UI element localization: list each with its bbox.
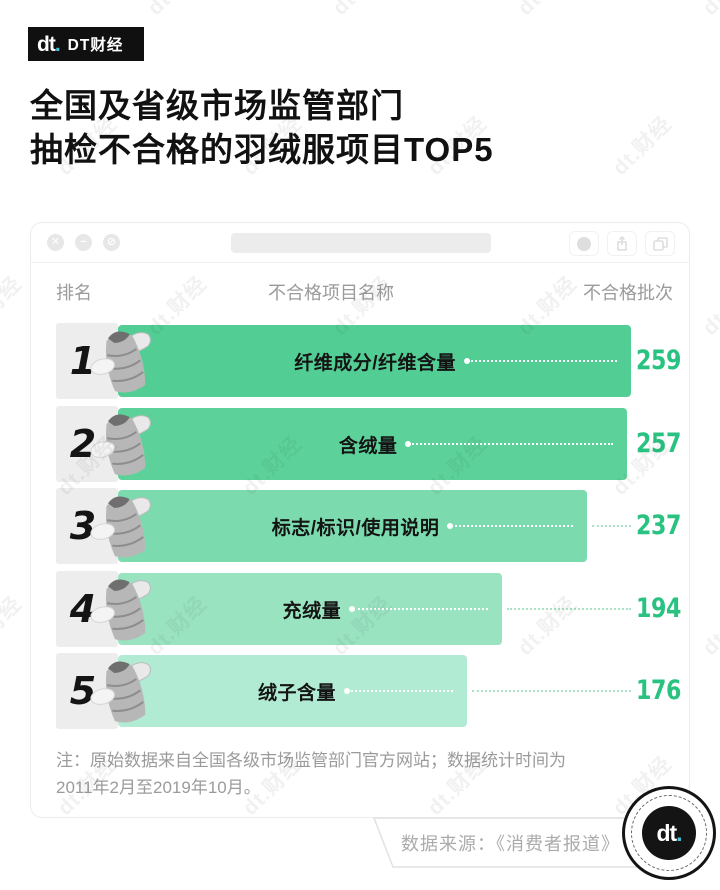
chart-row: 2 含绒量 257	[31, 406, 691, 482]
down-jacket-icon	[90, 414, 151, 476]
rank-number: 1	[69, 339, 97, 383]
watermark-text: dt.财经	[695, 0, 720, 21]
brand-badge: dt.	[622, 786, 716, 880]
leader-line-extension	[592, 525, 631, 527]
source-banner: 数据来源：《消费者报道》	[368, 817, 690, 869]
profile-button[interactable]	[569, 231, 599, 256]
rank-number: 2	[69, 422, 97, 466]
bar-value: 237	[636, 510, 681, 541]
bar-label: 充绒量	[282, 600, 342, 622]
bar-value: 176	[636, 675, 681, 706]
bar-value: 259	[636, 345, 681, 376]
page-title-line2: 抽检不合格的羽绒服项目TOP5	[30, 131, 494, 168]
profile-icon	[577, 236, 591, 251]
chart-row: 5 绒子含量 176	[31, 653, 691, 729]
watermark-text: dt.财经	[698, 272, 720, 340]
table-header-row: 排名 不合格项目名称 不合格批次	[31, 279, 689, 303]
watermark-text: dt.财经	[510, 0, 583, 21]
brand-logo: dt. DT财经	[28, 27, 144, 61]
dt-logo-icon: dt.	[37, 32, 61, 56]
watermark-text: dt.财经	[0, 272, 27, 340]
bar: 标志/标识/使用说明	[118, 490, 587, 562]
share-button[interactable]	[607, 231, 637, 256]
rank-number: 5	[69, 669, 97, 713]
bar: 含绒量	[118, 408, 627, 480]
block-button[interactable]: ⊘	[103, 234, 120, 251]
address-bar[interactable]	[231, 233, 491, 253]
brand-name: DT财经	[67, 37, 124, 54]
watermark-text: dt.财经	[140, 0, 213, 21]
leader-line	[405, 441, 613, 447]
windows-icon	[652, 236, 668, 251]
bar: 纤维成分/纤维含量	[118, 325, 631, 397]
page-title-line1: 全国及省级市场监管部门	[30, 87, 404, 124]
chart-row: 1 纤维成分/纤维含量 259	[31, 323, 691, 399]
leader-line	[447, 523, 573, 529]
minimize-button[interactable]: −	[75, 234, 92, 251]
browser-window: ✕ − ⊘	[30, 222, 690, 818]
rank-box: 4	[56, 571, 118, 647]
leader-line	[349, 606, 488, 612]
rank-number: 3	[69, 504, 97, 548]
down-jacket-icon	[90, 331, 151, 393]
leader-line-extension	[507, 608, 631, 610]
rank-number: 4	[69, 587, 97, 631]
bar: 绒子含量	[118, 655, 467, 727]
page-title: 全国及省级市场监管部门 抽检不合格的羽绒服项目TOP5	[30, 84, 494, 172]
watermark-text: dt.财经	[325, 0, 398, 21]
bar-label: 含绒量	[338, 435, 398, 457]
window-toolbar	[569, 231, 675, 256]
footnote: 注：原始数据来自全国各级市场监管部门官方网站；数据统计时间为2011年2月至20…	[56, 751, 566, 797]
tabs-button[interactable]	[645, 231, 675, 256]
window-controls: ✕ − ⊘	[47, 234, 120, 251]
badge-dashed-ring: dt.	[631, 795, 707, 871]
chart-row: 3 标志/标识/使用说明 237	[31, 488, 691, 564]
header-rank: 排名	[56, 283, 92, 303]
share-icon	[617, 236, 627, 251]
down-jacket-icon	[90, 496, 151, 558]
data-source-label: 数据来源：《消费者报道》	[401, 834, 620, 854]
watermark-text: dt.财经	[0, 592, 27, 660]
leader-line	[344, 688, 453, 694]
down-jacket-icon	[90, 661, 151, 723]
bar-value: 194	[636, 593, 681, 624]
bar-value: 257	[636, 428, 681, 459]
window-titlebar: ✕ − ⊘	[31, 223, 689, 263]
header-item-name: 不合格项目名称	[268, 283, 394, 303]
close-button[interactable]: ✕	[47, 234, 64, 251]
bar-label: 标志/标识/使用说明	[271, 517, 440, 539]
chart-rows: 1 纤维成分/纤维含量 259 2 含绒量	[31, 223, 691, 819]
leader-line	[463, 358, 617, 364]
watermark-text: dt.财经	[0, 0, 28, 21]
watermark-text: dt.财经	[608, 112, 677, 180]
bar: 充绒量	[118, 573, 502, 645]
bar-label: 纤维成分/纤维含量	[294, 352, 456, 374]
down-jacket-icon	[90, 579, 151, 641]
bar-label: 绒子含量	[258, 682, 337, 704]
watermark-text: dt.财经	[698, 592, 720, 660]
dt-badge-icon: dt.	[642, 806, 696, 860]
chart-row: 4 充绒量 194	[31, 571, 691, 647]
header-batch-count: 不合格批次	[583, 283, 673, 303]
leader-line-extension	[472, 690, 631, 692]
